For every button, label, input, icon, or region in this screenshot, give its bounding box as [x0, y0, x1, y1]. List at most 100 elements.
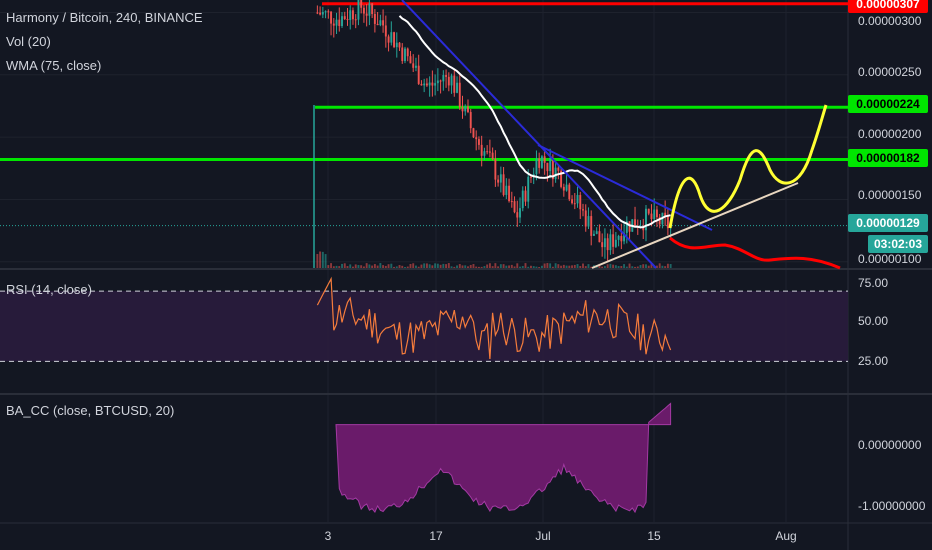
candle-body-96	[579, 195, 582, 210]
candle-body-22	[376, 23, 379, 26]
candle-body-32	[404, 48, 406, 62]
volume-bar-77	[527, 266, 530, 268]
candle-body-103	[598, 231, 601, 243]
volume-bar-60	[480, 266, 483, 268]
volume-bar-79	[532, 266, 535, 268]
volume-bar-40	[425, 263, 428, 268]
candle-body-127	[664, 212, 667, 217]
candle-body-107	[609, 234, 612, 251]
candle-body-92	[568, 184, 571, 200]
volume-bar-24	[382, 265, 385, 268]
wma-legend[interactable]: WMA (75, close)	[6, 58, 102, 73]
candle-body-110	[617, 235, 620, 240]
volume-legend[interactable]: Vol (20)	[6, 34, 51, 49]
volume-bar-87	[554, 263, 557, 268]
candle-body-34	[409, 56, 412, 64]
volume-bar-17	[362, 266, 365, 268]
green-low-level-tag: 0.00000182	[848, 149, 928, 167]
candle-body-18	[365, 13, 368, 16]
volume-bar-4	[327, 265, 330, 268]
candle-body-87	[554, 167, 557, 180]
candle-body-17	[362, 7, 365, 14]
candle-body-125	[658, 217, 661, 225]
time-label-jul: Jul	[535, 529, 551, 543]
candle-body-43	[434, 83, 437, 86]
volume-bar-81	[538, 266, 541, 268]
bullish-projection-path	[668, 104, 828, 229]
volume-bar-98	[584, 266, 587, 268]
ba-tick-zero: 0.00000000	[858, 438, 922, 452]
candle-body-100	[590, 216, 593, 236]
volume-bar-43	[434, 263, 437, 268]
candle-body-73	[516, 212, 519, 218]
volume-bar-65	[494, 263, 497, 268]
time-label-17: 17	[429, 529, 443, 543]
candle-body-24	[382, 20, 385, 26]
candle-body-29	[395, 42, 398, 48]
volume-bar-10	[343, 263, 346, 268]
volume-bar-114	[628, 263, 631, 268]
rsi-legend[interactable]: RSI (14, close)	[6, 282, 92, 297]
volume-bar-0	[316, 254, 319, 268]
volume-bar-110	[617, 266, 620, 268]
volume-bar-27	[390, 263, 393, 268]
candle-body-57	[472, 128, 475, 138]
volume-bar-30	[398, 265, 401, 268]
candle-body-97	[582, 209, 584, 211]
volume-bar-86	[551, 266, 554, 268]
volume-bar-62	[486, 264, 489, 268]
candle-body-62	[486, 151, 489, 153]
volume-bar-47	[445, 264, 448, 268]
candle-body-69	[505, 185, 508, 195]
candle-body-2	[321, 12, 324, 15]
rsi-tick-50: 50.00	[858, 314, 889, 328]
volume-bar-37	[417, 266, 420, 268]
price-tick-300: 0.00000300	[858, 14, 922, 28]
candle-body-13	[352, 10, 354, 20]
candle-body-121	[647, 208, 650, 214]
candle-body-94	[573, 203, 576, 205]
candle-body-80	[535, 158, 538, 175]
candle-body-5	[330, 11, 333, 24]
ba-cc-legend[interactable]: BA_CC (close, BTCUSD, 20)	[6, 403, 175, 418]
candle-body-52	[458, 82, 461, 108]
candle-body-41	[428, 82, 431, 86]
volume-bar-83	[543, 263, 546, 268]
volume-bar-115	[631, 266, 634, 268]
volume-bar-75	[521, 266, 524, 268]
candle-body-21	[373, 13, 376, 24]
time-label-15: 15	[647, 529, 661, 543]
candle-body-95	[576, 195, 579, 204]
candle-body-93	[571, 199, 574, 204]
candle-body-123	[653, 209, 656, 220]
candle-body-109	[614, 239, 617, 247]
volume-bar-9	[341, 263, 343, 268]
volume-bar-63	[488, 263, 491, 268]
candle-body-85	[549, 158, 552, 172]
candle-body-86	[551, 158, 554, 180]
volume-bar-117	[636, 266, 639, 268]
volume-bar-76	[524, 263, 527, 268]
bearish-projection-path	[669, 236, 841, 270]
candle-body-50	[453, 75, 456, 93]
candle-body-14	[354, 19, 357, 21]
candle-body-102	[595, 231, 598, 234]
descending-trendline-1	[401, 0, 657, 269]
candle-body-84	[546, 162, 549, 172]
volume-bar-112	[623, 264, 626, 268]
candle-body-56	[469, 112, 472, 129]
volume-bar-7	[335, 265, 338, 268]
volume-bar-55	[467, 266, 469, 268]
volume-bar-6	[332, 266, 335, 268]
candle-body-53	[461, 107, 464, 112]
candle-body-6	[332, 23, 335, 26]
volume-bar-113	[625, 266, 628, 268]
candle-body-39	[423, 83, 426, 86]
candle-body-44	[436, 80, 439, 84]
volume-bar-16	[360, 265, 363, 268]
volume-bar-49	[450, 266, 453, 268]
rsi-band	[0, 291, 848, 362]
volume-bar-93	[571, 265, 574, 268]
volume-bar-58	[475, 266, 478, 268]
